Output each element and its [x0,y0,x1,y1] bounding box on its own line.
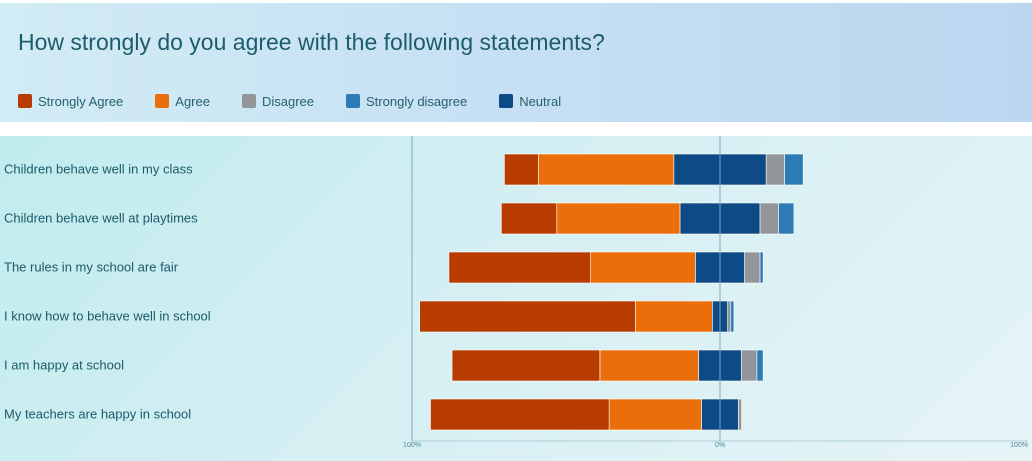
legend-item-strongly-disagree[interactable]: Strongly disagree [346,94,467,109]
legend-swatch [18,94,32,108]
bar-disagree [765,153,785,186]
bar-agree [590,251,696,284]
bar-neutral [695,251,721,284]
legend-item-strongly-agree[interactable]: Strongly Agree [18,94,123,109]
bar-strongly-disagree [784,153,804,186]
chart-header: How strongly do you agree with the follo… [0,3,1032,122]
legend-label: Strongly disagree [366,93,468,109]
bar-agree [556,202,681,235]
bar-strongly-agree [419,300,636,333]
diverging-bar-chart: Children behave well in my class Children… [4,136,1028,449]
bar-strongly-disagree [759,251,764,284]
legend-label: Neutral [519,93,562,109]
category-label: I know how to behave well in school [4,309,211,324]
bar-agree [537,153,675,186]
legend-label: Agree [175,93,210,109]
bar-strongly-agree [501,202,558,235]
bar-strongly-agree [504,153,539,186]
legend-label: Disagree [261,93,315,109]
legend-swatch [499,94,514,108]
bar-strongly-disagree [756,349,764,382]
bar-neutral [719,300,728,333]
legend-item-agree[interactable]: Agree [155,94,210,109]
category-label: Children behave well in my class [4,162,193,177]
category-label: The rules in my school are fair [4,260,179,275]
bar-disagree [727,300,732,333]
x-tick-label: 0% [715,442,725,449]
category-label: I am happy at school [4,358,124,373]
bar-strongly-agree [451,349,601,382]
bar-strongly-disagree [778,202,795,235]
legend-swatch [241,94,256,108]
bar-disagree [759,202,779,235]
bar-neutral [719,202,761,235]
chart-area: Children behave well in my class Children… [0,136,1032,461]
chart-title: How strongly do you agree with the follo… [18,29,605,55]
legend-item-neutral[interactable]: Neutral [499,94,561,109]
bar-neutral [719,251,745,284]
bar-agree [599,349,699,382]
legend: Strongly Agree Agree Disagree Strongly disa… [18,92,593,110]
bar-agree [634,300,713,333]
legend-swatch [155,94,170,108]
bar-neutral [679,202,721,235]
bar-agree [608,398,702,431]
legend-swatch [346,94,361,108]
bar-neutral [719,349,742,382]
legend-item-disagree[interactable]: Disagree [241,93,315,109]
bar-neutral [698,349,721,382]
category-label: My teachers are happy in school [4,407,191,422]
bar-neutral [673,153,721,186]
x-tick-label: 100% [1010,442,1028,449]
bar-disagree [741,349,758,382]
bar-strongly-agree [430,398,610,431]
bar-neutral [701,398,721,431]
category-label: Children behave well at playtimes [4,211,198,226]
bar-strongly-disagree [730,300,735,333]
bar-neutral [711,300,721,333]
bar-disagree [744,251,761,284]
legend-label: Strongly Agree [38,93,124,109]
bar-strongly-agree [448,251,591,284]
x-tick-label: 100% [403,442,421,449]
bar-neutral [719,398,739,431]
bar-disagree [738,398,742,431]
bar-neutral [719,153,767,186]
